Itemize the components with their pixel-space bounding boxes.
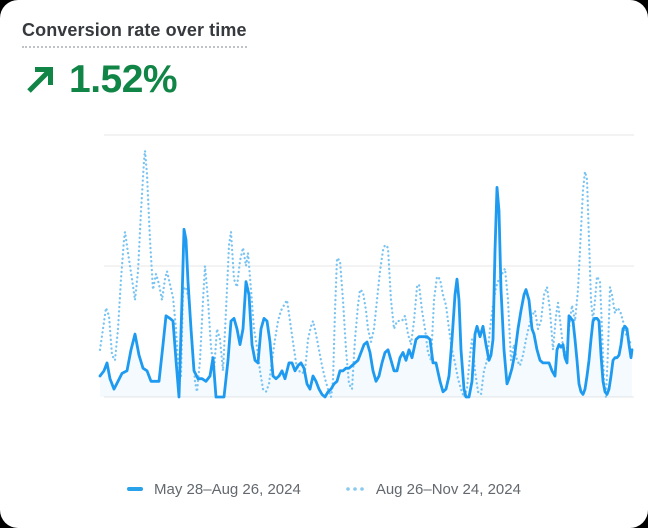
chart-title[interactable]: Conversion rate over time [22,20,247,48]
chart-legend: May 28–Aug 26, 2024 Aug 26–Nov 24, 2024 [0,474,648,504]
trend-up-arrow-icon [27,67,53,93]
solid-line-swatch-icon [127,487,144,491]
legend-label-previous-period: Aug 26–Nov 24, 2024 [375,480,521,498]
metric-row: 1.52% [24,58,178,101]
legend-item-previous-period: Aug 26–Nov 24, 2024 [345,481,521,498]
dotted-line-swatch-icon [346,487,364,491]
legend-item-current-period: May 28–Aug 26, 2024 [127,481,301,498]
conversion-rate-value: 1.52% [69,58,178,101]
legend-label-current-period: May 28–Aug 26, 2024 [154,480,301,498]
card-header: Conversion rate over time [22,20,247,48]
